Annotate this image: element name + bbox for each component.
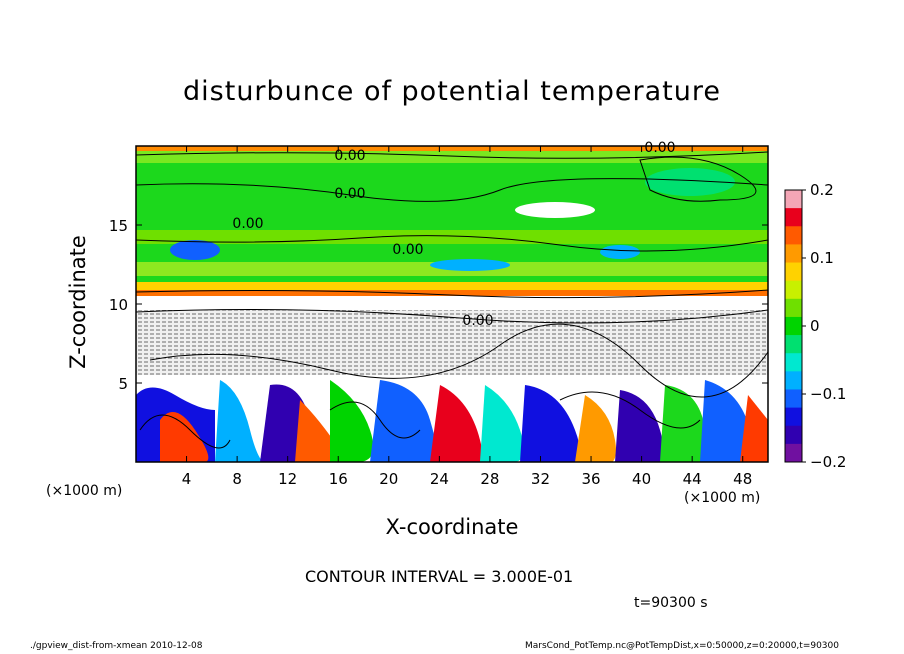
footer-left: ./gpview_dist-from-xmean 2010-12-08 <box>30 641 203 651</box>
y-tick-label: 15 <box>109 217 128 235</box>
colorbar-tick-label: 0.2 <box>810 181 834 199</box>
colorbar-swatch <box>785 262 802 282</box>
footer-right: MarsCond_PotTemp.nc@PotTempDist,x=0:5000… <box>525 641 839 651</box>
contour-interval: CONTOUR INTERVAL = 3.000E-01 <box>305 567 574 586</box>
top-band-2 <box>136 151 768 163</box>
colorbar-swatch <box>785 407 802 427</box>
x-tick-label: 8 <box>232 470 242 488</box>
colorbar-swatch <box>785 443 802 463</box>
x-tick-label: 12 <box>278 470 297 488</box>
cold-patches <box>170 168 735 271</box>
x-tick-label: 28 <box>480 470 499 488</box>
x-unit-left: (×1000 m) <box>46 483 123 499</box>
x-axis-label: X-coordinate <box>385 515 519 539</box>
contour-label: 0.00 <box>232 216 263 232</box>
top-band <box>136 146 768 151</box>
mid-band-lime <box>136 230 768 244</box>
contour-lines <box>136 151 768 449</box>
y-axis: 5 10 15 <box>109 217 768 393</box>
colorbar-swatch <box>785 208 802 227</box>
colorbar-tick-label: 0.1 <box>810 249 834 267</box>
x-tick-label: 48 <box>733 470 752 488</box>
colorbar-swatch <box>785 353 802 372</box>
x-tick-label: 40 <box>632 470 651 488</box>
y-tick-label: 10 <box>109 296 128 314</box>
colorbar-swatch <box>785 190 802 209</box>
colorbar-swatch <box>785 425 802 445</box>
y-axis-label: Z-coordinate <box>66 235 90 369</box>
x-tick-label: 44 <box>683 470 702 488</box>
colorbar-swatch <box>785 316 802 336</box>
y-tick-label: 5 <box>118 375 128 393</box>
chart-title: disturbunce of potential temperature <box>183 76 721 107</box>
colorbar-axis: 0.2 0.1 0 −0.1 −0.2 <box>802 181 846 471</box>
contour-label: 0.00 <box>392 242 423 258</box>
colorbar-swatch <box>785 280 802 300</box>
x-tick-label: 32 <box>531 470 550 488</box>
colorbar <box>784 189 803 463</box>
colorbar-swatch <box>785 371 802 390</box>
band-white <box>136 296 768 310</box>
time-label: t=90300 s <box>634 595 708 611</box>
band-orange <box>136 290 768 296</box>
x-tick-label: 4 <box>182 470 192 488</box>
y-axis-label-wrap: Z-coordinate <box>58 230 98 390</box>
colorbar-swatch <box>785 335 802 354</box>
contour-label: 0.00 <box>462 313 493 329</box>
x-axis: 4 8 12 16 20 24 28 32 36 40 44 48 <box>182 146 752 488</box>
colorbar-swatch <box>785 244 802 264</box>
x-tick-label: 20 <box>379 470 398 488</box>
contour-label-group: 0.00 0.00 0.00 0.00 0.00 0.00 <box>232 140 675 329</box>
colorbar-swatch <box>785 226 802 245</box>
colorbar-tick-label: −0.1 <box>810 385 846 403</box>
x-tick-label: 36 <box>581 470 600 488</box>
colorbar-tick-label: 0 <box>810 317 820 335</box>
x-tick-label: 24 <box>430 470 449 488</box>
contour-label: 0.00 <box>644 140 675 156</box>
contour-label: 0.00 <box>334 148 365 164</box>
contour-label: 0.00 <box>334 186 365 202</box>
colorbar-tick-label: −0.2 <box>810 453 846 471</box>
heatmap-field <box>136 146 768 462</box>
x-unit-right: (×1000 m) <box>684 490 761 506</box>
x-tick-label: 16 <box>329 470 348 488</box>
convection-plumes <box>136 380 768 462</box>
colorbar-swatch <box>785 389 802 409</box>
colorbar-swatch <box>785 298 802 318</box>
band-yellow <box>136 282 768 290</box>
